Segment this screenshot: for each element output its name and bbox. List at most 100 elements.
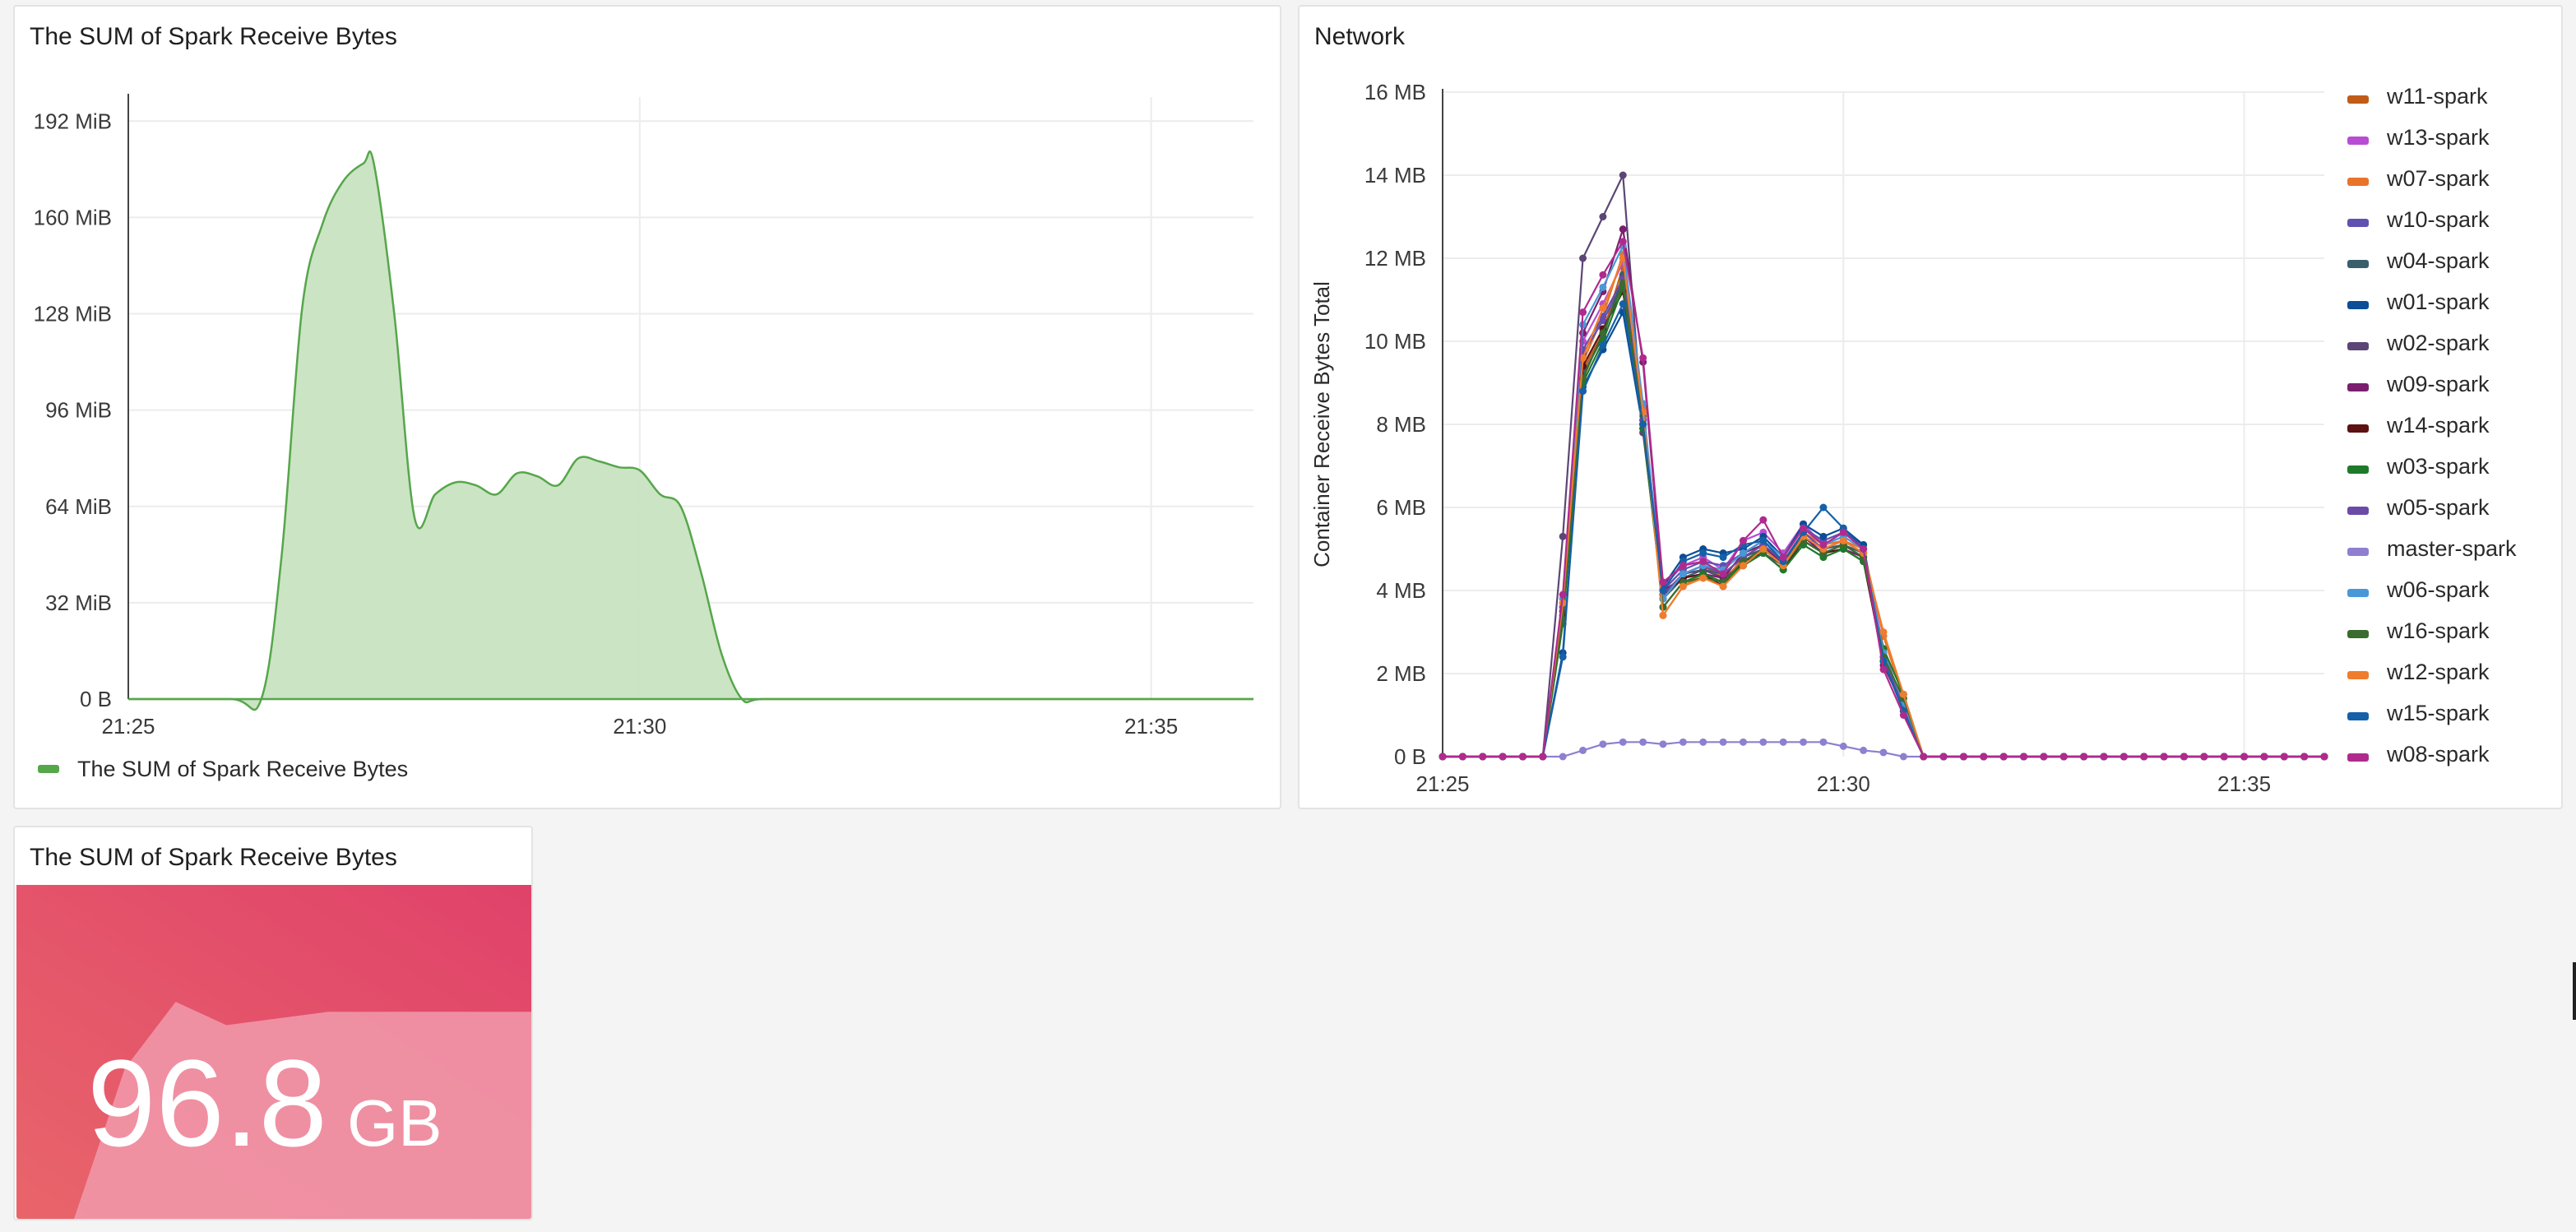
data-point	[2220, 753, 2228, 761]
legend-swatch	[2347, 712, 2369, 720]
sum-receive-bytes-panel[interactable]: The SUM of Spark Receive Bytes 0 B 32 MiB…	[13, 5, 1281, 809]
data-point	[1980, 753, 1988, 761]
data-point	[1860, 545, 1868, 553]
data-point	[1739, 562, 1747, 570]
legend-label: w08-spark	[2386, 742, 2490, 767]
data-point	[1920, 753, 1928, 761]
data-point	[1959, 753, 1967, 761]
y-tick-label: 12 MB	[1364, 246, 1426, 271]
legend-label: w01-spark	[2386, 289, 2490, 314]
text-cursor-icon	[2573, 962, 2576, 1020]
data-point	[1719, 582, 1727, 591]
data-point	[1779, 553, 1787, 562]
x-tick-label: 21:30	[1817, 771, 1870, 796]
sum-receive-bytes-chart[interactable]: 0 B 32 MiB 64 MiB 96 MiB 128 MiB 160 MiB 192 M…	[15, 7, 1280, 808]
data-point	[1599, 271, 1607, 279]
stat-sparkline	[16, 885, 531, 1219]
legend-swatch	[2347, 137, 2369, 145]
series-w08-spark	[1439, 238, 2328, 761]
y-tick-label: 2 MB	[1376, 661, 1426, 686]
legend-label: w02-spark	[2386, 331, 2490, 355]
legend-label: w14-spark	[2386, 413, 2490, 438]
legend-label: w16-spark	[2386, 618, 2490, 643]
data-point	[1439, 753, 1447, 761]
legend-swatch	[2347, 424, 2369, 433]
y-tick-label: 0 B	[1394, 744, 1426, 769]
data-point	[2300, 753, 2309, 761]
data-point	[1559, 653, 1567, 661]
legend-swatch	[2347, 383, 2369, 391]
data-point	[1679, 738, 1687, 746]
legend-swatch	[2347, 260, 2369, 268]
data-point	[2059, 753, 2068, 761]
y-tick-label: 128 MiB	[34, 302, 112, 327]
data-point	[1559, 591, 1567, 599]
data-point	[2180, 753, 2188, 761]
y-tick-label: 96 MiB	[45, 398, 112, 423]
data-point	[1879, 665, 1888, 674]
data-point	[1699, 549, 1707, 558]
legend-label: w06-spark	[2386, 577, 2490, 602]
data-point	[1679, 570, 1687, 578]
y-tick-label: 6 MB	[1376, 495, 1426, 520]
panel-title[interactable]: The SUM of Spark Receive Bytes	[30, 844, 397, 871]
legend-swatch	[2347, 465, 2369, 474]
legend-swatch	[2347, 95, 2369, 104]
sum-receive-bytes-stat-panel[interactable]: The SUM of Spark Receive Bytes 96.8 GB	[13, 826, 533, 1220]
legend-swatch	[2347, 178, 2369, 186]
series-line	[1443, 266, 2324, 758]
data-point	[1739, 536, 1747, 544]
y-tick-label: 4 MB	[1376, 578, 1426, 603]
data-point	[1579, 308, 1587, 317]
series-line	[1443, 280, 2324, 758]
data-point	[1719, 738, 1727, 746]
data-point	[1999, 753, 2008, 761]
legend-label: w11-spark	[2386, 84, 2488, 109]
stat-box: 96.8 GB	[16, 885, 531, 1219]
y-tick-label: 32 MiB	[45, 591, 112, 615]
legend-swatch	[38, 765, 59, 773]
legend-swatch	[2347, 219, 2369, 227]
panel-title[interactable]: The SUM of Spark Receive Bytes	[30, 23, 397, 50]
data-point	[1579, 354, 1587, 362]
y-tick-label: 16 MB	[1364, 80, 1426, 104]
data-point	[1819, 540, 1828, 549]
data-point	[1659, 611, 1667, 619]
data-point	[2140, 753, 2148, 761]
y-tick-label: 192 MiB	[34, 109, 112, 133]
data-point	[1679, 562, 1687, 570]
legend-label: w07-spark	[2386, 166, 2490, 191]
network-chart[interactable]: 0 B 2 MB 4 MB 6 MB 8 MB 10 MB 12 MB 14 MB 16 MB 2…	[1300, 7, 2561, 808]
data-point	[2080, 753, 2088, 761]
legend-swatch	[2347, 301, 2369, 309]
data-point	[1599, 341, 1607, 350]
data-point	[1599, 213, 1607, 220]
data-point	[1619, 225, 1627, 234]
data-point	[2120, 753, 2128, 761]
data-point	[1518, 753, 1527, 761]
data-point	[1579, 254, 1587, 262]
legend-label: w04-spark	[2386, 248, 2490, 273]
data-point	[1659, 586, 1667, 595]
series-line	[1443, 274, 2324, 758]
data-point	[1619, 738, 1627, 746]
data-point	[1939, 753, 1948, 761]
data-point	[1458, 753, 1466, 761]
panel-title[interactable]: Network	[1314, 23, 1406, 50]
data-point	[1599, 329, 1607, 337]
y-axis-title: Container Receive Bytes Total	[1309, 281, 1334, 567]
data-point	[1659, 740, 1667, 748]
data-point	[1539, 753, 1547, 761]
data-point	[1699, 574, 1707, 582]
legend-swatch	[2347, 342, 2369, 350]
data-point	[1699, 558, 1707, 566]
data-point	[2240, 753, 2249, 761]
series-line	[1443, 276, 2324, 758]
y-tick-label: 14 MB	[1364, 163, 1426, 188]
data-point	[2040, 753, 2048, 761]
data-point	[2320, 753, 2328, 761]
network-panel[interactable]: Network 0 B 2 MB 4 MB 6 MB 8 MB 10 MB 12 MB 14 …	[1298, 5, 2563, 809]
data-point	[1719, 570, 1727, 578]
data-point	[1639, 354, 1647, 362]
data-point	[1759, 536, 1768, 544]
